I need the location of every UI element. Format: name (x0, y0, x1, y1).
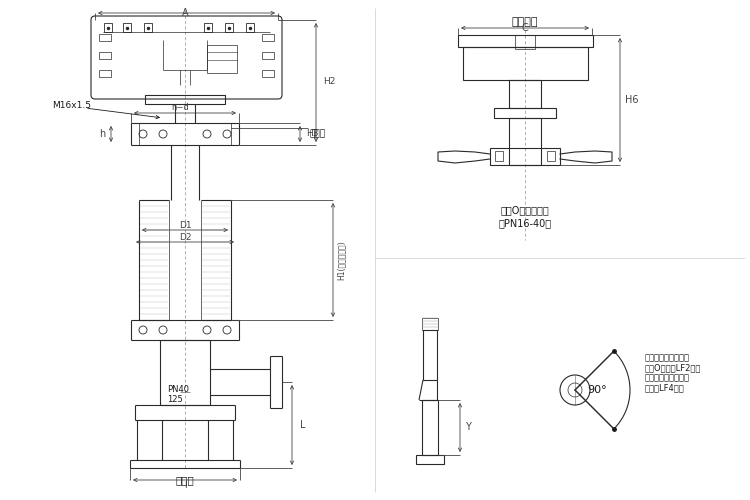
Bar (145, 95, 225, 104)
Bar (495, 151, 503, 161)
Text: D1: D1 (178, 220, 191, 230)
Text: H2: H2 (322, 78, 335, 86)
Text: 金属O型圈槽尺寸: 金属O型圈槽尺寸 (501, 205, 549, 215)
Bar (262, 34, 274, 41)
Bar (99, 52, 111, 59)
Text: H3: H3 (306, 130, 318, 138)
Bar (515, 35, 535, 49)
Text: 金属O形圈（LF2）密: 金属O形圈（LF2）密 (645, 364, 701, 372)
Text: 低温型: 低温型 (176, 475, 194, 485)
Text: 顶式手轮: 顶式手轮 (512, 17, 538, 27)
Bar (547, 151, 555, 161)
Bar (422, 400, 438, 455)
Text: H6: H6 (626, 95, 639, 105)
Text: H1(保温层压度): H1(保温层压度) (337, 240, 346, 280)
Bar (99, 70, 111, 77)
Bar (422, 318, 438, 330)
Text: h: h (99, 129, 105, 139)
Bar (458, 35, 593, 47)
Text: C: C (522, 23, 528, 33)
Bar (463, 47, 588, 80)
Text: L: L (300, 420, 306, 430)
Bar (144, 23, 152, 32)
Bar (509, 118, 541, 165)
Bar (99, 34, 111, 41)
Bar (207, 45, 237, 73)
Text: 90°: 90° (587, 385, 607, 395)
Bar (490, 148, 560, 165)
Text: 低温调节阀法兰采用: 低温调节阀法兰采用 (645, 354, 690, 362)
Bar (262, 52, 274, 59)
Bar (494, 108, 556, 118)
Bar (262, 70, 274, 77)
Bar (225, 23, 233, 32)
Bar (204, 23, 212, 32)
Text: 连接板: 连接板 (310, 130, 326, 138)
Text: A: A (182, 8, 188, 18)
Text: M16x1.5: M16x1.5 (52, 100, 91, 110)
Text: l: l (184, 482, 186, 490)
Bar (104, 23, 112, 32)
Bar (123, 23, 131, 32)
Bar (423, 330, 437, 380)
Text: n−d: n−d (171, 104, 189, 112)
Bar (246, 23, 254, 32)
Text: D2: D2 (178, 232, 191, 241)
Text: PN40: PN40 (167, 386, 189, 394)
Text: Y: Y (465, 422, 471, 432)
Text: 125: 125 (167, 396, 183, 404)
Text: 封，可根据用户配铝: 封，可根据用户配铝 (645, 374, 690, 382)
Bar (416, 455, 444, 464)
Text: 肩圈（LF4）。: 肩圈（LF4）。 (645, 384, 685, 392)
Text: （PN16-40）: （PN16-40） (499, 218, 551, 228)
Bar (509, 80, 541, 108)
